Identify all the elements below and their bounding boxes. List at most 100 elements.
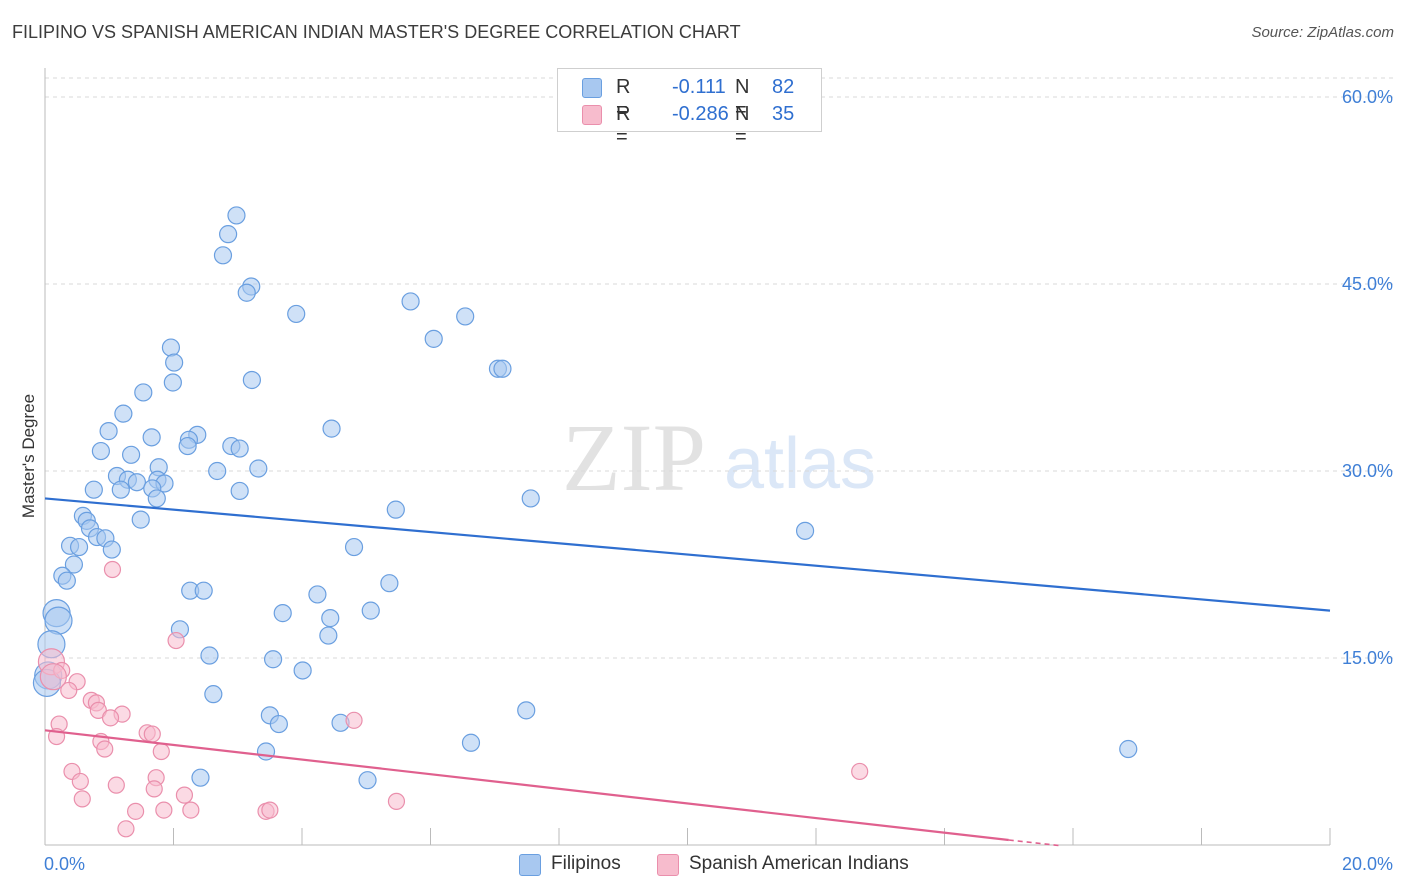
filipinos-point [191,768,210,787]
legend-n-value: 35 [772,103,795,125]
filipinos-point [64,555,84,574]
legend-n-label: N = [735,76,750,121]
spanish-american-indians-point [39,663,67,691]
series-label: Filipinos [551,853,621,874]
y-tick-label: 15.0% [1342,648,1393,668]
filipinos-point [380,574,399,593]
filipinos-point [127,473,146,492]
filipinos-point [204,685,223,704]
spanish-american-indians-point [851,762,869,781]
spanish-american-indians-point [345,711,363,729]
filipinos-point [147,489,166,508]
x-tick-labels: 0.0% 20.0% [44,854,1393,874]
filipinos-point [293,661,312,680]
legend-swatch-blue [582,78,602,98]
filipinos-point [213,246,233,265]
filipinos-point [69,537,89,557]
filipinos-point [227,206,246,225]
filipinos-trend-line [44,497,1331,612]
series-label: Spanish American Indians [689,853,909,874]
spanish-american-indians-point [175,786,194,804]
filipinos-point [84,480,103,499]
series-legend: Filipinos Spanish American Indians [0,850,1406,880]
spanish-american-indians-point [167,631,185,650]
x-tick-label: 0.0% [44,854,85,874]
legend-r-value: -0.286 [672,103,729,125]
filipinos-point [178,436,197,456]
legend-n-value: 82 [772,76,795,98]
filipinos-point [1119,739,1138,759]
filipinos-point [142,428,161,447]
filipinos-point [386,500,405,519]
filipinos-point [517,701,536,720]
spanish-american-indians-point [152,742,170,761]
filipinos-point [493,359,512,378]
spanish-american-indians-point [182,801,200,819]
y-tick-label: 30.0% [1342,461,1393,481]
filipinos-point [795,521,815,540]
filipinos-point [249,459,268,478]
filipinos-point [200,646,219,665]
filipinos-point [273,604,292,623]
filipinos-point [99,422,118,441]
spanish-american-indians-point [126,802,145,820]
legend-r-value: -0.111 [672,76,726,98]
spanish-american-indians-point [107,776,125,794]
legend-swatch-pink [582,105,602,125]
filipinos-point [287,304,306,324]
filipinos-point [242,370,261,390]
gridlines [45,77,1395,659]
filipinos-point [194,581,213,600]
spanish-american-indians-point [117,820,135,838]
filipinos-point [256,742,276,761]
watermark-atlas: atlas [724,424,876,504]
filipinos-point [114,404,133,423]
filipinos-point [230,439,249,458]
series-swatch-pink [657,854,679,876]
filipinos-point [263,650,283,669]
spanish-american-indians-point [101,709,120,727]
filipinos-point [308,585,327,604]
filipinos-point [102,540,121,559]
spanish-american-indians-point [103,560,122,579]
y-tick-label: 60.0% [1342,87,1393,107]
filipinos-point [361,601,380,620]
filipinos-point [57,571,76,590]
filipinos-point [163,373,182,392]
filipinos-point [401,292,420,311]
spanish-american-indians-point [73,790,91,808]
spanish-american-indians-point [387,792,406,810]
spanish-american-indians-point [143,725,161,743]
trend-lines [44,497,1331,847]
legend-r-label: R = [616,103,631,148]
filipinos-point [358,771,377,790]
spanish-american-indians-point [96,740,114,758]
filipinos-point [456,307,475,326]
stats-legend: R = -0.111 N = 82 R = -0.286 N = 35 [557,68,822,148]
legend-n-label: N = [735,103,750,148]
filipinos-point [230,481,249,501]
filipinos-point [237,283,256,302]
spanish-american-indians-point [71,772,89,791]
spanish-american-indians-point [261,801,279,819]
filipinos-point [121,445,141,464]
filipinos-point [165,353,184,372]
watermark: ZIP atlas [562,404,876,511]
filipinos-point [321,609,340,628]
spanish-american-indians-point [145,780,163,798]
axes [44,68,1331,846]
source-credit: Source: ZipAtlas.com [1251,24,1394,41]
series-swatch-blue [519,854,541,876]
filipinos-point [461,733,481,752]
filipinos-point [319,626,338,645]
filipinos-point [521,489,540,508]
filipinos-point [322,419,341,438]
spanish-american-indians-point [155,801,173,819]
filipinos-point [208,461,227,481]
spanish-american-indians-points [37,560,869,838]
spanish-american-indians-trend-line [44,729,1009,842]
filipinos-point [111,480,130,499]
legend-r-label: R = [616,76,631,121]
y-tick-label: 45.0% [1342,274,1393,294]
x-tick-label: 20.0% [1342,854,1393,874]
